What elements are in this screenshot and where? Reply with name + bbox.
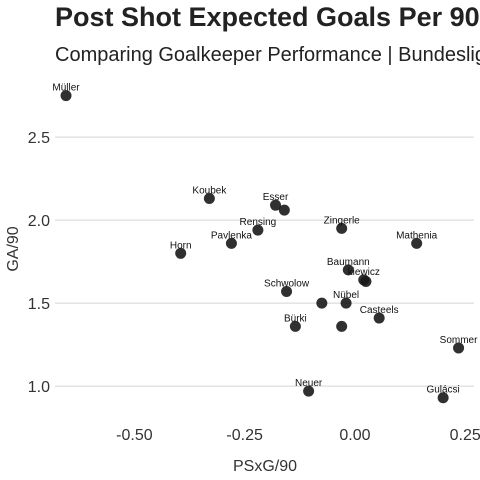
data-point [252,224,264,236]
data-labels: Müller Koubek Esser Rensing Pavlenka Zingerle… [52,83,478,396]
data-point [342,264,354,276]
data-point [411,237,423,249]
data-point-label: Schwolow [264,279,310,290]
x-tick-label: -0.25 [226,427,263,444]
data-point-label: Neuer [295,378,323,389]
x-tick-label: 0.25 [450,427,480,444]
y-axis-label: GA/90 [5,226,22,271]
x-tick-label: -0.50 [116,427,153,444]
data-point-label: Baumann [327,257,370,268]
data-point [303,385,315,397]
data-point [225,237,237,249]
grid-lines [55,136,474,387]
data-point [437,392,449,404]
data-point-label: Koubek [192,186,227,197]
data-point [289,320,301,332]
data-point-label: Sommer [440,335,478,346]
y-tick-label: 2.0 [28,213,50,230]
data-point-label: Rensing [240,217,277,228]
data-points [60,90,465,404]
data-point [340,297,352,309]
chart-title: Post Shot Expected Goals Per 90 [55,2,480,32]
data-point [175,247,187,259]
y-axis-ticks: 1.0 1.5 2.0 2.5 [28,130,50,396]
data-point [336,222,348,234]
data-point-label: Zingerle [324,215,361,226]
chart-subtitle: Comparing Goalkeeper Performance | Bunde… [55,44,480,66]
data-point-label: Müller [52,83,80,94]
y-tick-label: 1.0 [28,379,50,396]
data-point-label: Gulácsi [426,385,459,396]
data-point [203,193,215,205]
data-point-label: kiewicz [348,267,380,278]
data-point [270,199,282,211]
data-point [360,276,372,288]
data-point [60,90,72,102]
x-axis-ticks: -0.50 -0.25 0.00 0.25 [116,427,480,444]
data-point-label: Bürki [284,313,307,324]
data-point [453,342,465,354]
x-axis-label: PSxG/90 [233,458,297,475]
data-point-label: Mathenia [396,230,438,241]
data-point-label: Nübel [333,290,359,301]
data-point-label: Pavlenka [211,230,253,241]
data-point [373,312,385,324]
data-point-label: Esser [263,192,289,203]
y-tick-label: 2.5 [28,130,50,147]
x-tick-label: 0.00 [339,427,370,444]
y-tick-label: 1.5 [28,296,50,313]
data-point-label: Horn [170,240,192,251]
data-point [316,297,328,309]
data-point-label: Casteels [360,305,399,316]
data-point [278,204,290,216]
data-point [336,320,348,332]
data-point [281,286,293,297]
